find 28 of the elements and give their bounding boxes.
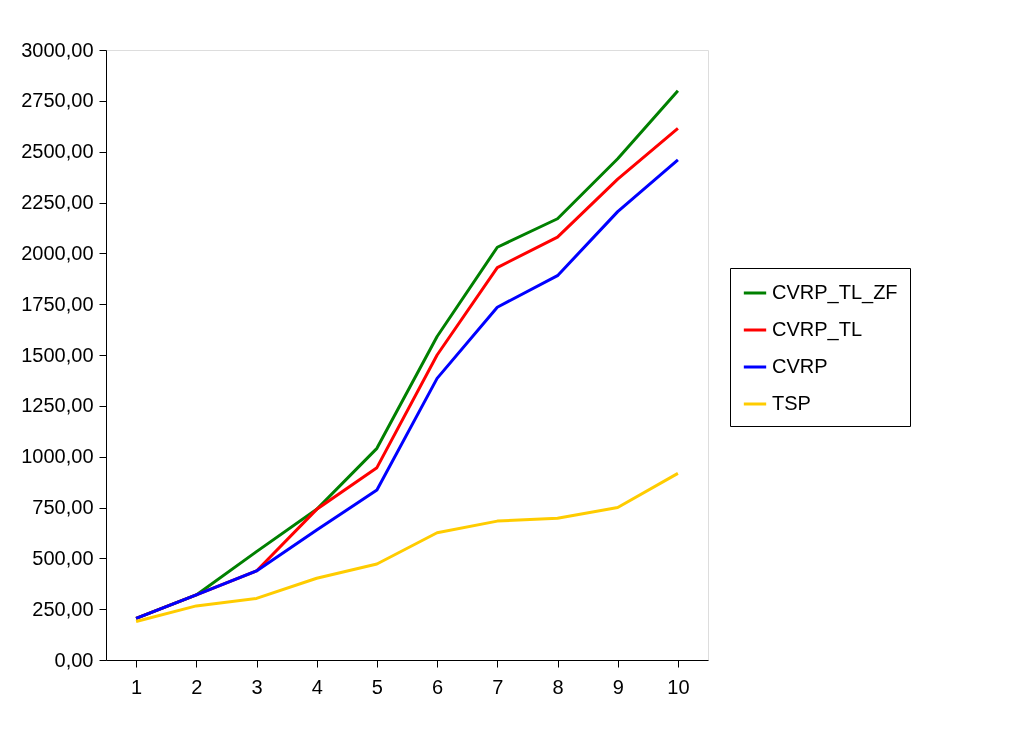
y-tick-label: 3000,00 [21,38,94,61]
x-tick-label: 7 [492,675,504,698]
y-tick-label: 1000,00 [21,445,94,468]
y-tick-label: 1750,00 [21,292,94,315]
y-tick-label: 0,00 [54,648,94,671]
y-tick-label: 1500,00 [21,343,94,366]
x-tick-label: 6 [432,675,444,698]
legend-label: TSP [772,392,811,414]
legend-label: CVRP_TL_ZF [772,281,898,304]
y-tick-label: 500,00 [32,546,94,569]
x-tick-label: 8 [552,675,564,698]
y-tick-label: 1250,00 [21,394,94,417]
x-tick-label: 5 [371,675,383,698]
x-tick-label: 1 [131,675,143,698]
legend-label: CVRP [772,355,828,377]
line-series [134,471,680,624]
x-tick-label: 9 [612,675,624,698]
y-tick-label: 2000,00 [21,241,94,264]
y-tick-label: 2250,00 [21,191,94,213]
legend-label: CVRP_TL [772,318,863,341]
x-tick-label: 3 [251,675,263,698]
y-tick-label: 2750,00 [21,89,94,112]
y-tick-label: 750,00 [32,496,94,518]
x-tick-label: 2 [191,675,203,698]
x-tick-label: 10 [667,675,690,698]
x-tick-label: 4 [311,675,323,698]
y-tick-label: 2500,00 [21,140,94,163]
y-tick-label: 250,00 [32,597,94,620]
